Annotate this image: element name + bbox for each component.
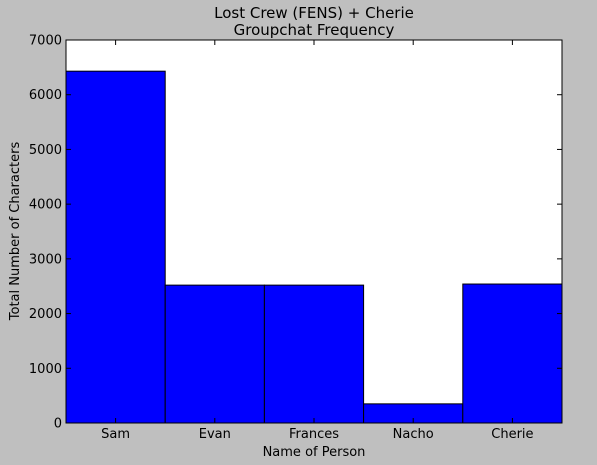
x-tick-label: Sam: [101, 427, 130, 442]
x-tick-label: Evan: [199, 427, 231, 442]
bar-sam: [65, 70, 166, 424]
chart-title-line2: Groupchat Frequency: [234, 21, 395, 39]
x-tick-label: Frances: [289, 427, 339, 442]
y-tick-label: 7000: [29, 34, 62, 49]
y-tick-label: 0: [54, 417, 62, 432]
bars-layer: [65, 70, 563, 424]
y-tick-label: 1000: [29, 362, 62, 377]
bar-cherie: [462, 283, 563, 424]
plot-frame: [65, 39, 563, 424]
y-tick-label: 5000: [29, 143, 62, 158]
ticks-layer: Sam Evan Frances Nacho Cherie 0 1000 2000 3000 40…: [29, 34, 562, 442]
bar-evan: [164, 284, 265, 424]
chart-title-line1: Lost Crew (FENS) + Cherie: [214, 4, 414, 22]
bar-frances: [263, 284, 365, 424]
y-tick-label: 4000: [29, 198, 62, 213]
y-tick-label: 3000: [29, 252, 62, 267]
x-axis-label: Name of Person: [263, 445, 366, 460]
y-tick-label: 6000: [29, 88, 62, 103]
x-tick-label: Cherie: [491, 427, 533, 442]
x-tick-label: Nacho: [393, 427, 434, 442]
y-axis-label: Total Number of Characters: [8, 142, 23, 322]
y-tick-label: 2000: [29, 307, 62, 322]
